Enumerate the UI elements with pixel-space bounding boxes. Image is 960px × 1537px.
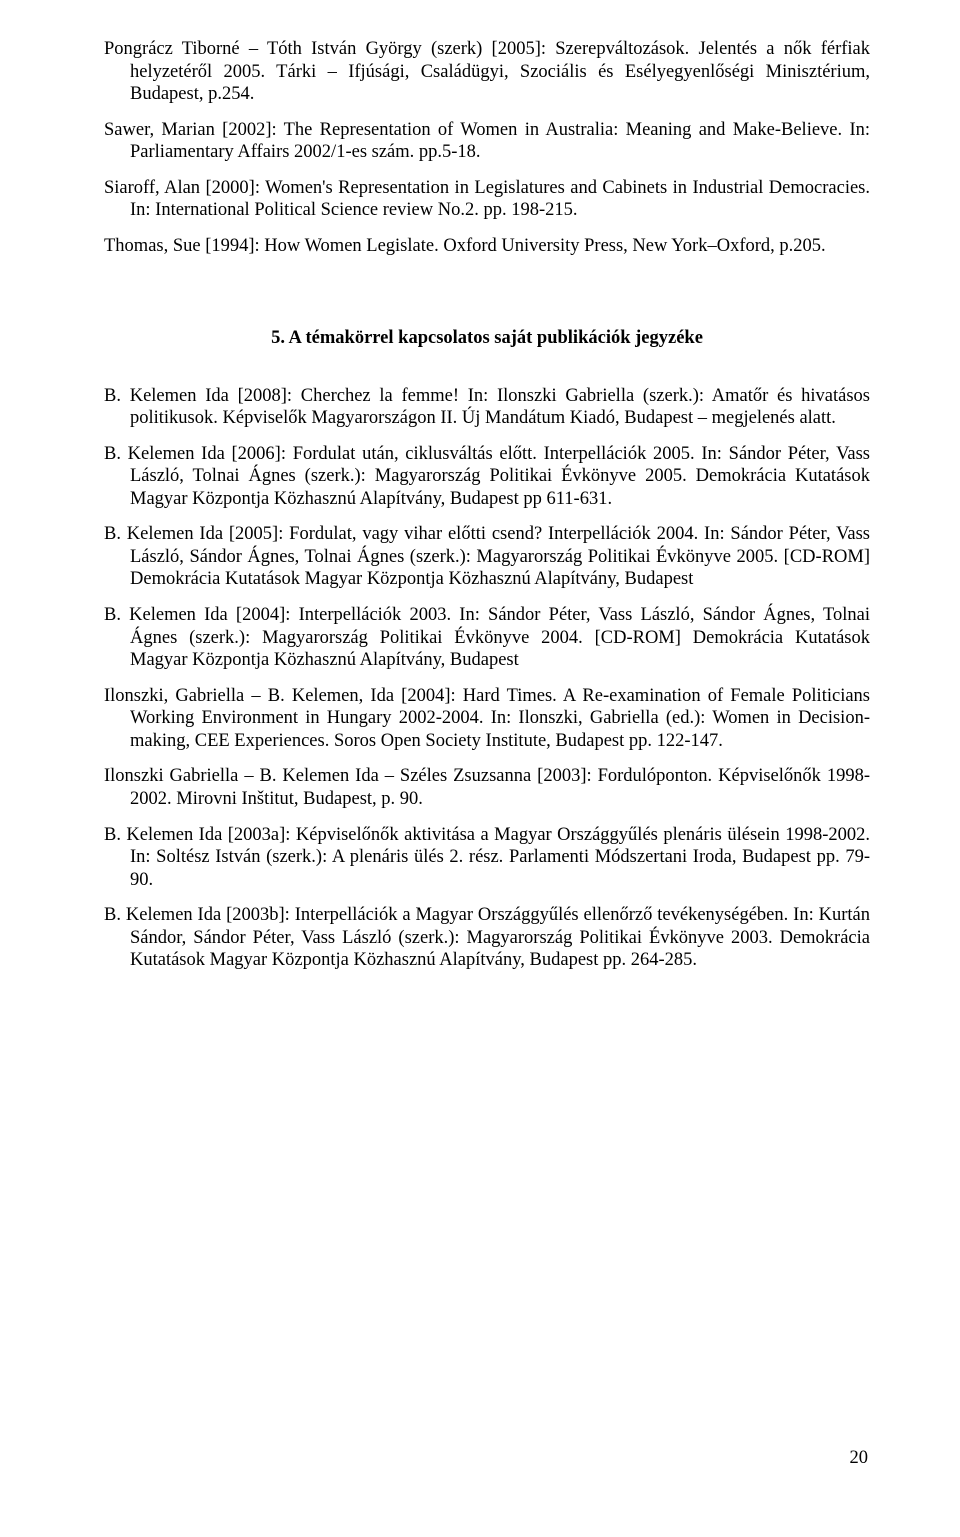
section-heading: 5. A témakörrel kapcsolatos saját publik…	[104, 328, 870, 349]
page-container: Pongrácz Tiborné – Tóth István György (s…	[0, 0, 960, 1537]
publication-item: B. Kelemen Ida [2005]: Fordulat, vagy vi…	[104, 523, 870, 591]
reference-item: Sawer, Marian [2002]: The Representation…	[104, 119, 870, 164]
reference-item: Pongrácz Tiborné – Tóth István György (s…	[104, 38, 870, 106]
reference-item: Thomas, Sue [1994]: How Women Legislate.…	[104, 235, 870, 258]
publication-item: Ilonszki, Gabriella – B. Kelemen, Ida [2…	[104, 685, 870, 753]
publication-item: B. Kelemen Ida [2003a]: Képviselőnők akt…	[104, 824, 870, 892]
reference-item: Siaroff, Alan [2000]: Women's Representa…	[104, 177, 870, 222]
page-number: 20	[850, 1448, 869, 1469]
publication-item: B. Kelemen Ida [2006]: Fordulat után, ci…	[104, 443, 870, 511]
publication-item: B. Kelemen Ida [2003b]: Interpellációk a…	[104, 904, 870, 972]
publication-item: B. Kelemen Ida [2004]: Interpellációk 20…	[104, 604, 870, 672]
publication-item: B. Kelemen Ida [2008]: Cherchez la femme…	[104, 385, 870, 430]
publication-item: Ilonszki Gabriella – B. Kelemen Ida – Sz…	[104, 765, 870, 810]
